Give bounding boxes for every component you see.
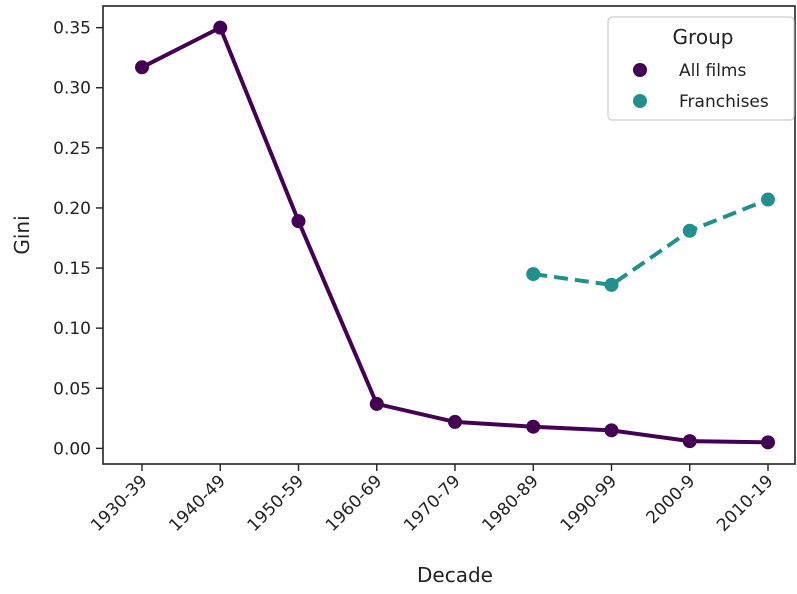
legend-label-all-films: All films — [679, 61, 746, 81]
y-tick-label: 0.05 — [53, 379, 91, 399]
legend-label-franchises: Franchises — [679, 92, 769, 112]
x-tick-label: 1980-89 — [478, 471, 542, 535]
data-point-all-films — [448, 414, 462, 429]
legend-box — [607, 16, 795, 121]
y-tick-label: 0.30 — [53, 79, 91, 99]
data-point-franchises — [526, 267, 541, 282]
y-tick-label: 0.10 — [53, 319, 91, 339]
data-point-franchises — [682, 223, 697, 238]
legend-marker-franchises — [633, 94, 647, 108]
data-point-all-films — [526, 419, 541, 434]
x-tick-label: 1970-79 — [400, 471, 464, 535]
data-point-all-films — [761, 435, 775, 450]
x-tick-label: 2000-9 — [643, 471, 700, 528]
y-tick-label: 0.15 — [53, 259, 91, 279]
x-tick-label: 1930-39 — [87, 471, 151, 535]
y-tick-label: 0.35 — [53, 19, 91, 39]
data-point-all-films — [604, 423, 619, 438]
x-tick-label: 1990-99 — [557, 471, 621, 535]
series-line-franchises — [532, 197, 769, 287]
data-point-all-films — [369, 396, 384, 411]
x-tick-label: 2010-19 — [713, 471, 777, 535]
y-tick-label: 0.25 — [53, 139, 91, 159]
x-axis-label: Decade — [417, 563, 493, 587]
x-tick-label: 1950-59 — [244, 471, 308, 535]
plot-frame — [102, 5, 796, 465]
legend-marker-all-films — [633, 63, 647, 77]
data-point-franchises — [761, 192, 775, 207]
data-point-all-films — [291, 214, 306, 229]
data-point-all-films — [682, 434, 697, 449]
y-tick-label: 0.00 — [53, 439, 91, 459]
data-point-franchises — [604, 277, 619, 292]
data-point-all-films — [135, 60, 149, 75]
data-point-all-films — [213, 20, 228, 35]
x-tick-label: 1960-69 — [322, 471, 386, 535]
legend-title: Group — [673, 25, 734, 49]
y-tick-label: 0.20 — [53, 199, 91, 219]
x-tick-label: 1940-49 — [165, 471, 229, 535]
y-axis-label: Gini — [10, 215, 34, 254]
